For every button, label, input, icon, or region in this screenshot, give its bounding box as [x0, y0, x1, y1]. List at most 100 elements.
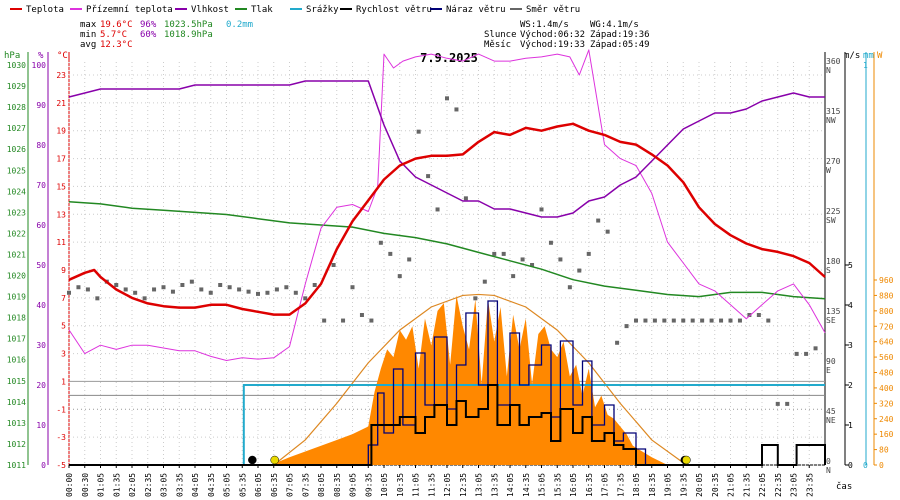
- pressure-tick-label: 1030: [7, 61, 26, 70]
- time-tick-label: 10:35: [396, 473, 405, 497]
- solar-tick-label: 800: [879, 307, 894, 316]
- legend-label: Náraz větru: [446, 5, 506, 15]
- direction-tick-degrees: 315: [826, 107, 841, 116]
- pressure-unit: hPa: [4, 51, 20, 61]
- time-tick-label: 07:05: [286, 473, 295, 497]
- temperature-tick-label: 17: [56, 155, 66, 164]
- time-tick-label: 03:05: [160, 473, 169, 497]
- wind-direction-point: [237, 287, 242, 292]
- wind-direction-point: [426, 174, 431, 179]
- wind-direction-point: [303, 296, 308, 301]
- wind-direction-point: [681, 318, 686, 323]
- wind-direction-point: [246, 289, 251, 294]
- stats-avg-temp: 12.3°C: [100, 40, 133, 50]
- wind-direction-point: [482, 279, 487, 284]
- wind-direction-point: [511, 274, 516, 279]
- time-tick-label: 01:35: [112, 473, 121, 497]
- time-tick-label: 13:35: [490, 473, 499, 497]
- solar-tick-label: 0: [879, 461, 884, 470]
- time-tick-label: 02:35: [144, 473, 153, 497]
- stats-min-label: min: [80, 30, 96, 40]
- time-tick-label: 01:05: [97, 473, 106, 497]
- time-tick-label: 10:05: [380, 473, 389, 497]
- time-tick-label: 07:35: [301, 473, 310, 497]
- direction-tick-compass: NW: [826, 116, 836, 125]
- solar-radiation-area: [270, 295, 668, 465]
- humidity-tick-label: 60: [36, 221, 46, 230]
- solar-tick-label: 320: [879, 399, 894, 408]
- wind-direction-point: [142, 296, 147, 301]
- direction-tick-degrees: 0: [826, 457, 831, 466]
- time-tick-label: 06:35: [270, 473, 279, 497]
- solar-tick-label: 80: [879, 446, 889, 455]
- wind-direction-point: [643, 318, 648, 323]
- stats-max-temp: 19.6°C: [100, 20, 133, 30]
- pressure-tick-label: 1016: [7, 356, 26, 365]
- direction-tick-compass: SE: [826, 316, 836, 325]
- wind-direction-point: [388, 251, 393, 256]
- legend-label: Směr větru: [526, 5, 580, 15]
- time-tick-label: 06:05: [254, 473, 263, 497]
- time-tick-label: 11:35: [427, 473, 436, 497]
- pressure-tick-label: 1025: [7, 166, 26, 175]
- direction-tick-degrees: 225: [826, 207, 841, 216]
- stats-min-temp: 5.7°C: [100, 30, 127, 40]
- time-tick-label: 23:35: [805, 473, 814, 497]
- pressure-tick-label: 1013: [7, 419, 26, 428]
- rain-tick-label: 1: [863, 61, 868, 70]
- wind-direction-point: [813, 346, 818, 351]
- pressure-tick-label: 1024: [7, 187, 26, 196]
- legend: Teplota Přízemní teplota Vlhkost Tlak Srážky…: [10, 5, 580, 15]
- direction-tick-compass: E: [826, 366, 831, 375]
- wind-direction-point: [369, 318, 374, 323]
- wind-direction-point: [274, 287, 279, 292]
- astro-block: WS:1.4m/s WG:4.1m/s Slunce Východ:06:32 …: [484, 20, 650, 50]
- wind-direction-point: [435, 207, 440, 212]
- time-tick-label: 04:05: [191, 473, 200, 497]
- legend-label: Vlhkost: [191, 5, 229, 15]
- wind-direction-point: [530, 263, 535, 267]
- time-tick-label: 12:35: [459, 473, 468, 497]
- time-tick-label: 18:35: [648, 473, 657, 497]
- solar-tick-label: 400: [879, 384, 894, 393]
- moon-rise: Východ:19:33: [520, 40, 585, 50]
- wind-direction-point: [728, 318, 733, 323]
- wind-direction-point: [341, 318, 346, 323]
- wind-direction-point: [180, 283, 185, 287]
- time-tick-label: 00:30: [81, 473, 90, 497]
- temperature-tick-label: 19: [56, 127, 66, 136]
- wind-direction-point: [67, 290, 71, 295]
- time-tick-label: 02:05: [128, 473, 137, 497]
- wind-direction-point: [312, 283, 317, 287]
- temperature-tick-label: -1: [56, 405, 66, 414]
- wind-direction-point: [227, 285, 232, 290]
- pressure-tick-label: 1015: [7, 377, 26, 386]
- sun-set: Západ:19:36: [590, 30, 650, 40]
- wind-direction-point: [152, 287, 157, 292]
- wind-direction-point: [785, 401, 790, 406]
- stats-min-press: 1018.9hPa: [164, 30, 213, 40]
- time-tick-label: 05:35: [238, 473, 247, 497]
- wind-direction-point: [719, 318, 724, 323]
- wind-direction-point: [208, 290, 213, 295]
- pressure-tick-label: 1014: [7, 398, 26, 407]
- wind-direction-point: [766, 318, 771, 323]
- temperature-tick-label: 3: [61, 350, 66, 359]
- wind-tick-label: 0: [848, 461, 853, 470]
- time-tick-label: 16:35: [585, 473, 594, 497]
- pressure-tick-label: 1029: [7, 82, 26, 91]
- time-tick-label: 22:35: [774, 473, 783, 497]
- time-tick-label: 08:35: [333, 473, 342, 497]
- wind-direction-point: [662, 318, 667, 323]
- time-tick-label: 20:05: [695, 473, 704, 497]
- time-tick-label: 15:05: [538, 473, 547, 497]
- pressure-tick-label: 1011: [7, 461, 26, 470]
- time-tick-label: 18:05: [632, 473, 641, 497]
- wind-direction-point: [199, 287, 204, 292]
- humidity-unit: %: [38, 51, 44, 61]
- wind-direction-point: [331, 263, 336, 267]
- time-tick-label: 00:00: [65, 473, 74, 497]
- wind-tick-label: 3: [848, 341, 853, 350]
- pressure-tick-label: 1012: [7, 440, 26, 449]
